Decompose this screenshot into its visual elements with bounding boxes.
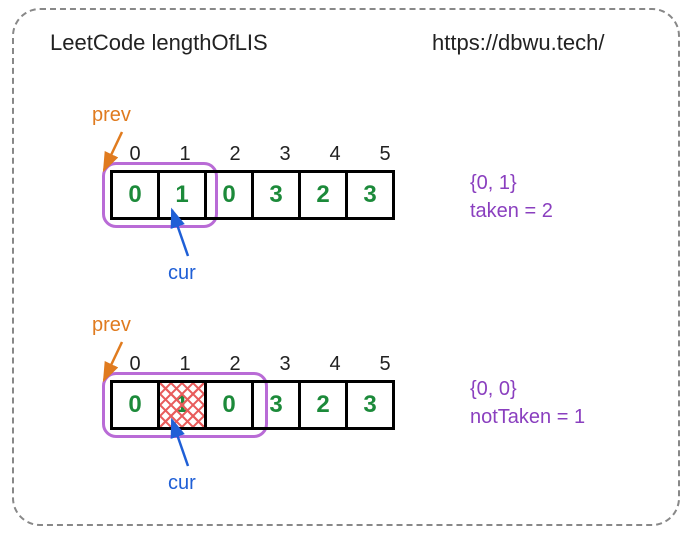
block2-index: 5	[360, 350, 410, 376]
block1-cell: 3	[251, 170, 301, 220]
block1-index: 5	[360, 140, 410, 166]
block2-side-result: notTaken = 1	[470, 406, 585, 429]
block2-side-set: {0, 0}	[470, 378, 517, 401]
block2-cell: 3	[345, 380, 395, 430]
block1-cell: 1	[157, 170, 207, 220]
block2-index: 1	[160, 350, 210, 376]
block1-cell: 3	[345, 170, 395, 220]
block1-cur-label: cur	[168, 262, 196, 285]
block1-index: 2	[210, 140, 260, 166]
source-url: https://dbwu.tech/	[432, 30, 604, 56]
block2-cell: 1	[157, 380, 207, 430]
block1-cell: 2	[298, 170, 348, 220]
block1-cell: 0	[204, 170, 254, 220]
block1-index-row: 012345	[110, 140, 410, 166]
block1-cell: 0	[110, 170, 160, 220]
block2-cell: 2	[298, 380, 348, 430]
block2-index: 0	[110, 350, 160, 376]
block2-prev-label: prev	[92, 314, 131, 337]
block2-cell: 0	[204, 380, 254, 430]
block2-index: 3	[260, 350, 310, 376]
block2-cell: 3	[251, 380, 301, 430]
block1-side-result: taken = 2	[470, 200, 553, 223]
block1-side-set: {0, 1}	[470, 172, 517, 195]
block1-index: 3	[260, 140, 310, 166]
block2-cell: 0	[110, 380, 160, 430]
block1-array: 010323	[110, 170, 395, 220]
page-title: LeetCode lengthOfLIS	[50, 30, 268, 56]
block1-index: 1	[160, 140, 210, 166]
block2-index: 4	[310, 350, 360, 376]
block1-prev-label: prev	[92, 104, 131, 127]
block2-index-row: 012345	[110, 350, 410, 376]
block2-cur-label: cur	[168, 472, 196, 495]
block2-array: 010323	[110, 380, 395, 430]
block1-index: 0	[110, 140, 160, 166]
block1-index: 4	[310, 140, 360, 166]
frame-border	[12, 8, 680, 526]
block2-index: 2	[210, 350, 260, 376]
